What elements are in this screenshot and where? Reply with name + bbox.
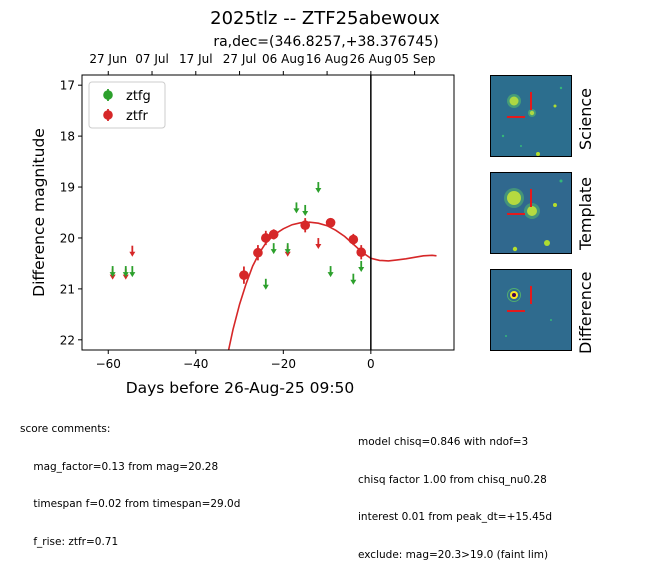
top-tick-label: 16 Aug [306, 52, 349, 66]
data-point [356, 247, 367, 258]
data-point [325, 217, 336, 228]
limit-head [302, 210, 309, 216]
limit-head [315, 188, 322, 194]
limit-head [262, 284, 269, 290]
science-image [491, 76, 571, 156]
ztfr-detection [325, 217, 336, 228]
science-stamp [490, 75, 572, 157]
difference-stamp [490, 269, 572, 351]
ztfg-upper-limit [327, 266, 334, 278]
model-curve [227, 221, 437, 350]
ztfg-upper-limit [129, 266, 136, 278]
y-tick-label: 20 [60, 231, 75, 245]
ztfr-upper-limit [129, 245, 136, 257]
y-tick-label: 22 [60, 333, 75, 347]
top-tick-label: 05 Sep [394, 52, 436, 66]
data-point [268, 229, 279, 240]
x-axis-label: Days before 26-Aug-25 09:50 [126, 379, 355, 397]
data-point [239, 270, 249, 280]
difference-image [491, 270, 571, 350]
ztfg-upper-limit [122, 266, 129, 278]
y-tick-label: 17 [60, 79, 75, 93]
stamp-label-template: Template [576, 176, 595, 250]
limit-head [358, 266, 365, 272]
ztfr-detection [239, 266, 249, 284]
x-tick-label: −20 [271, 357, 296, 371]
limit-head [284, 251, 291, 257]
ztfg-upper-limit [270, 243, 277, 255]
ztfr-detection [261, 230, 271, 246]
top-tick-label: 27 Jun [89, 52, 127, 66]
data-point [300, 220, 311, 231]
ztfg-upper-limit [358, 260, 365, 272]
top-tick-label: 07 Jul [135, 52, 169, 66]
ztfg-upper-limit [262, 278, 269, 290]
x-tick-label: 0 [367, 357, 375, 371]
data-point [261, 233, 271, 243]
legend: ztfg ztfr [88, 81, 166, 129]
ztfr-detection [348, 233, 359, 246]
stamp-label-difference: Difference [576, 271, 595, 354]
coordinates-subtitle: ra,dec=(346.8257,+38.376745) [213, 34, 439, 50]
top-tick-label: 06 Aug [262, 52, 305, 66]
y-tick-label: 21 [60, 282, 75, 296]
x-tick-label: −60 [96, 357, 121, 371]
limit-head [284, 249, 291, 255]
comment-line: interest 0.01 from peak_dt=+15.45d [358, 511, 553, 523]
legend-marker [103, 110, 113, 120]
top-tick-label: 26 Aug [350, 52, 393, 66]
x-tick-label: −40 [183, 357, 208, 371]
ztfr-detection [356, 245, 367, 260]
limit-head [109, 272, 116, 278]
model-comments: model chisq=0.846 with ndof=3 chisq fact… [358, 411, 552, 574]
limit-head [109, 274, 116, 280]
limit-head [293, 208, 300, 214]
score-comments: score comments: mag_factor=0.13 from mag… [20, 398, 240, 561]
comment-line: chisq factor 1.00 from chisq_nu0.28 [358, 473, 547, 486]
page-title: 2025tlz -- ZTF25abewoux [210, 8, 440, 29]
top-tick-label: 17 Jul [179, 52, 213, 66]
limit-head [327, 272, 334, 278]
y-axis-label: Difference magnitude [30, 128, 48, 297]
comment-line: model chisq=0.846 with ndof=3 [358, 436, 529, 448]
ztfr-detection [300, 218, 311, 233]
template-image [491, 173, 571, 253]
legend-marker [103, 90, 113, 100]
ztfg-upper-limit [315, 182, 322, 194]
plot-frame [81, 74, 455, 351]
template-stamp [490, 172, 572, 254]
ztfr-detection [268, 229, 279, 240]
limit-head [350, 279, 357, 285]
ztfg-upper-limit [284, 243, 291, 255]
ztfr-detection [253, 245, 263, 261]
limit-head [315, 244, 322, 250]
limit-head [122, 272, 129, 278]
comment-line: exclude: mag=20.3>19.0 (faint lim) [358, 548, 549, 561]
limit-head [129, 272, 136, 278]
y-tick-label: 18 [60, 130, 75, 144]
comment-line: mag_factor=0.13 from mag=20.28 [20, 460, 219, 473]
ztfr-upper-limit [315, 238, 322, 250]
ztfg-upper-limit [350, 273, 357, 285]
legend-label: ztfg [126, 89, 151, 104]
limit-head [129, 251, 136, 257]
ztfg-upper-limit [302, 204, 309, 216]
data-point [348, 234, 359, 245]
comment-line: score comments: [20, 423, 111, 435]
stamp-label-science: Science [576, 87, 595, 150]
y-tick-label: 19 [60, 181, 75, 195]
data-point [253, 247, 263, 258]
legend-label: ztfr [126, 109, 148, 124]
limit-head [122, 274, 129, 280]
lightcurve-figure: −60 −40 −20 0 17 18 19 20 21 22 27 Jun 07 Jul 17 Jul… [30, 52, 455, 397]
ztfg-upper-limit [109, 266, 116, 278]
limit-head [270, 249, 277, 255]
ztfg-upper-limit [293, 202, 300, 214]
top-tick-label: 27 Jul [223, 52, 257, 66]
comment-line: f_rise: ztfr=0.71 [20, 535, 119, 548]
